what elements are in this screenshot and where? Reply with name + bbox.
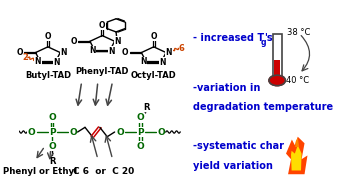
Text: O: O	[48, 113, 56, 122]
Text: O: O	[69, 128, 77, 136]
Text: O: O	[48, 142, 56, 151]
Text: P: P	[137, 128, 144, 136]
Text: P: P	[49, 128, 56, 136]
Text: N: N	[35, 57, 41, 66]
Bar	[273, 34, 282, 76]
Text: 6: 6	[178, 44, 184, 53]
Text: 2: 2	[22, 53, 28, 62]
Text: -variation in: -variation in	[194, 83, 261, 93]
Text: R: R	[49, 157, 56, 166]
Text: N: N	[89, 46, 96, 55]
Text: -systematic char: -systematic char	[194, 141, 284, 151]
Text: O: O	[99, 21, 106, 30]
Text: 38 °C: 38 °C	[287, 28, 311, 37]
Text: Phenyl or Ethyl: Phenyl or Ethyl	[3, 167, 77, 176]
Text: R: R	[143, 103, 150, 112]
Polygon shape	[295, 138, 299, 147]
Bar	[274, 60, 280, 76]
Text: g: g	[261, 38, 266, 47]
Text: O: O	[116, 128, 124, 136]
Circle shape	[269, 75, 285, 86]
Text: N: N	[114, 37, 121, 46]
Text: N: N	[60, 48, 66, 57]
Text: O: O	[122, 48, 128, 57]
Text: Octyl-TAD: Octyl-TAD	[131, 71, 177, 80]
Text: O: O	[28, 128, 36, 136]
Text: N: N	[108, 46, 115, 56]
Text: N: N	[54, 58, 60, 67]
Text: C 6  or  C 20: C 6 or C 20	[73, 167, 135, 176]
Text: O: O	[137, 142, 144, 151]
Text: N: N	[140, 57, 147, 66]
Text: yield variation: yield variation	[194, 161, 273, 171]
Text: O: O	[16, 48, 23, 57]
Text: 's: 's	[265, 33, 273, 43]
Text: O: O	[71, 37, 77, 46]
Text: O: O	[157, 128, 165, 136]
Text: O: O	[45, 32, 51, 41]
Text: N: N	[159, 58, 166, 67]
Text: Phenyl-TAD: Phenyl-TAD	[76, 67, 129, 76]
Text: - increased T: - increased T	[194, 33, 265, 43]
Text: Butyl-TAD: Butyl-TAD	[25, 71, 71, 80]
Text: N: N	[166, 48, 172, 57]
Text: -40 °C: -40 °C	[283, 76, 309, 85]
Polygon shape	[286, 137, 307, 174]
Text: O: O	[150, 32, 157, 41]
Polygon shape	[291, 145, 302, 170]
Text: O: O	[137, 113, 144, 122]
Text: degradation temperature: degradation temperature	[194, 102, 334, 112]
